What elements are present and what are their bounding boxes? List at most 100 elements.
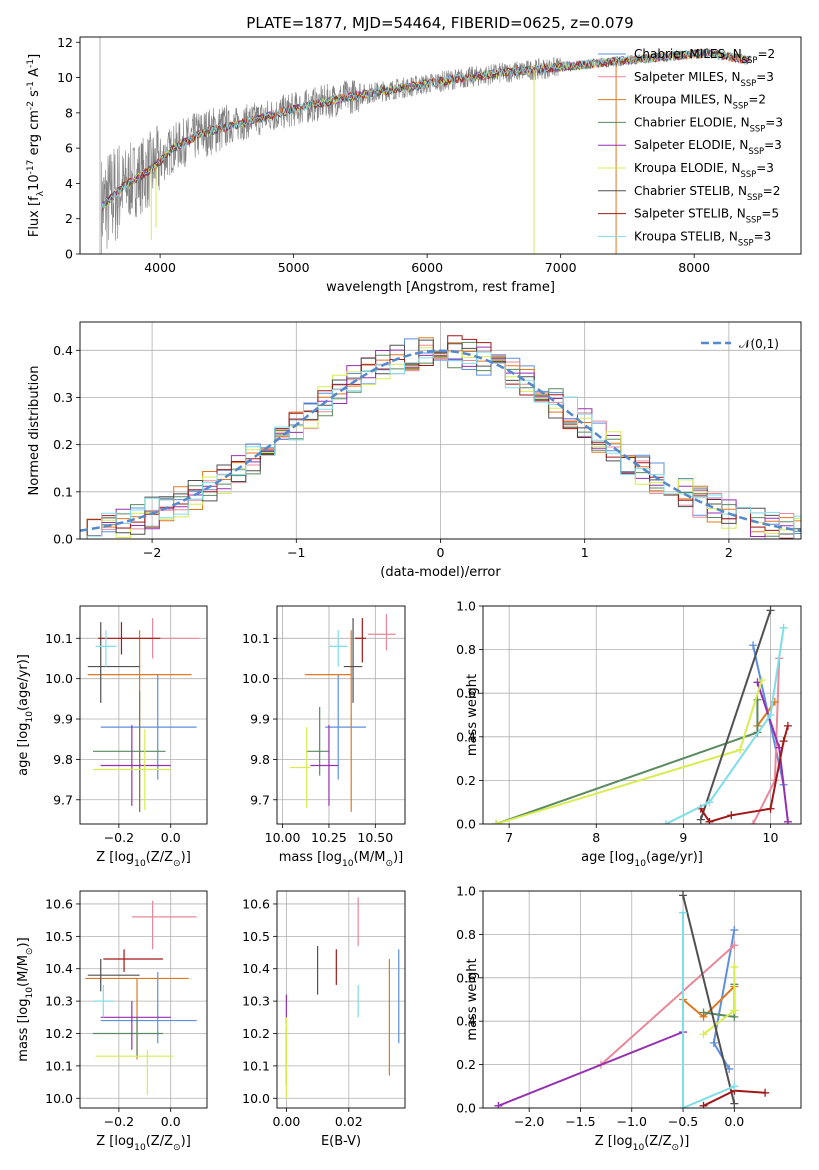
y-axis-label: mass [log10(M/M⊙)]: [16, 937, 35, 1061]
y-tick-label: 10.2: [242, 1026, 270, 1041]
weight-marker-9: [730, 1082, 739, 1091]
plot-area: [99, 37, 751, 254]
weight-marker-1: [709, 1038, 718, 1047]
y-tick-label: 10.6: [242, 896, 270, 911]
weight-marker-1: [749, 641, 758, 650]
x-tick-label: −1.5: [565, 1114, 595, 1129]
legend-label-9: Kroupa STELIB, NSSP=3: [634, 229, 771, 247]
figure-title: PLATE=1877, MJD=54464, FIBERID=0625, z=0…: [246, 14, 633, 32]
x-tick-label: −0.2: [104, 1114, 134, 1129]
y-tick-label: 10.5: [242, 929, 270, 944]
histogram-3: [80, 337, 801, 539]
axes-frame: [276, 605, 406, 825]
axes-frame: [79, 321, 802, 540]
weight-line-1: [712, 929, 736, 1070]
y-tick-label: 10: [57, 70, 73, 85]
x-tick-label: 0.00: [272, 1114, 300, 1129]
weight-marker-7: [730, 1099, 739, 1108]
weight-marker-2: [749, 820, 758, 824]
x-tick-label: 9: [679, 830, 687, 845]
y-tick-label: 0.2: [456, 773, 476, 788]
weight-marker-8: [699, 1101, 708, 1108]
x-tick-label: 10.25: [311, 830, 347, 845]
y-tick-label: 10.1: [242, 631, 270, 646]
y-tick-label: 10.4: [45, 961, 73, 976]
weight-line-6: [495, 679, 763, 824]
weight-marker-9: [705, 798, 714, 807]
weight-line-9: [682, 912, 735, 1108]
x-tick-label: 0.0: [161, 1114, 181, 1129]
weight-marker-2: [730, 941, 739, 950]
x-tick-label: 10.50: [357, 830, 393, 845]
y-tick-label: 6: [65, 141, 73, 156]
panel-mass-weight-vs-age: 7 8 9 10 0.0 0.2 0.4 0.6 0.8 1.0 age [log10(age/yr…: [456, 599, 802, 869]
weight-marker-5: [783, 817, 792, 824]
plot-area: [492, 606, 792, 824]
plot-area: [289, 614, 396, 812]
axes-frame: [79, 36, 802, 255]
x-tick-label: 8000: [678, 260, 710, 275]
y-tick-label: 10.2: [45, 1026, 73, 1041]
x-tick-label: 10.00: [265, 830, 301, 845]
histogram-7: [80, 339, 801, 539]
y-tick-label: 9.7: [53, 792, 73, 807]
legend-label-1: Chabrier MILES, NSSP=2: [634, 47, 775, 65]
y-tick-label: 9.7: [250, 792, 270, 807]
y-tick-label: 10.0: [242, 1091, 270, 1106]
x-tick-label: 5000: [278, 260, 310, 275]
x-axis-label: wavelength [Angstrom, rest frame]: [326, 280, 555, 295]
y-tick-label: 0.4: [53, 343, 73, 358]
weight-line-4: [495, 699, 759, 824]
y-axis-label: mass weight: [465, 958, 480, 1040]
weight-marker-8: [766, 804, 775, 813]
plot-area: [80, 335, 801, 539]
weight-marker-6: [730, 1006, 739, 1015]
panel-mass-weight-vs-Z: −2.0 −1.5 −1.0 −0.5 0.0 0.0 0.2 0.4 0.6 0.8 1.0 Z […: [456, 884, 802, 1153]
y-tick-label: 10.5: [45, 929, 73, 944]
weight-marker-8: [705, 817, 714, 824]
y-tick-label: 10.1: [45, 631, 73, 646]
y-tick-label: 0.4: [456, 729, 476, 744]
weight-marker-6: [699, 1030, 708, 1039]
panel-age-vs-mass: 10.00 10.25 10.50 9.7 9.8 9.9 10.0 10.1 mass [lo…: [242, 605, 406, 869]
y-tick-label: 10.4: [242, 961, 270, 976]
y-tick-label: 0.3: [53, 390, 73, 405]
x-tick-label: 4000: [144, 260, 176, 275]
weight-marker-7: [766, 606, 775, 615]
y-tick-label: 0.1: [53, 484, 73, 499]
weight-marker-6: [757, 676, 766, 685]
y-tick-label: 0.0: [456, 817, 476, 832]
y-tick-label: 0: [65, 247, 73, 262]
weight-marker-8: [779, 737, 788, 746]
y-tick-label: 4: [65, 176, 73, 191]
legend-label-3: Kroupa MILES, NSSP=2: [634, 93, 766, 111]
x-tick-label: 0: [437, 545, 445, 560]
x-axis-label: age [log10(age/yr)]: [581, 850, 703, 869]
weight-marker-8: [783, 721, 792, 730]
x-tick-label: 0.0: [161, 830, 181, 845]
legend-label-8: Salpeter STELIB, NSSP=5: [634, 207, 779, 225]
axes-frame: [482, 890, 802, 1109]
y-tick-label: 10.3: [242, 994, 270, 1009]
y-tick-label: 10.0: [242, 671, 270, 686]
y-tick-label: 10.1: [45, 1058, 73, 1073]
y-tick-label: 0.4: [456, 1014, 476, 1029]
legend-label-normal: 𝒩(0,1): [739, 337, 779, 351]
x-axis-label: Z [log10(Z/Z⊙)]: [595, 1134, 690, 1153]
x-axis-label: Z [log10(Z/Z⊙)]: [96, 1134, 191, 1153]
weight-marker-9: [661, 820, 670, 824]
y-tick-label: 10.1: [242, 1058, 270, 1073]
panels: 4000 5000 6000 7000 8000024681012wavelength …: [16, 35, 802, 1153]
x-tick-label: 0.0: [724, 1114, 744, 1129]
legend-label-7: Chabrier STELIB, NSSP=2: [634, 184, 780, 202]
normal-reference-curve: [80, 349, 801, 532]
x-tick-label: 7: [505, 830, 513, 845]
panel-residuals: −2 −1 0 1 2 0.0 0.1 0.2 0.3 0.4 (data-model)/error…: [27, 321, 802, 580]
x-axis-label: Z [log10(Z/Z⊙)]: [96, 850, 191, 869]
panel-spectrum: 4000 5000 6000 7000 8000 0 2 4 6 8 10 12 wavelength …: [26, 35, 802, 295]
weight-marker-9: [779, 623, 788, 632]
y-tick-label: 9.9: [53, 712, 73, 727]
weight-line-9: [665, 627, 785, 824]
weight-line-7: [682, 895, 736, 1104]
y-tick-label: 10.6: [45, 896, 73, 911]
